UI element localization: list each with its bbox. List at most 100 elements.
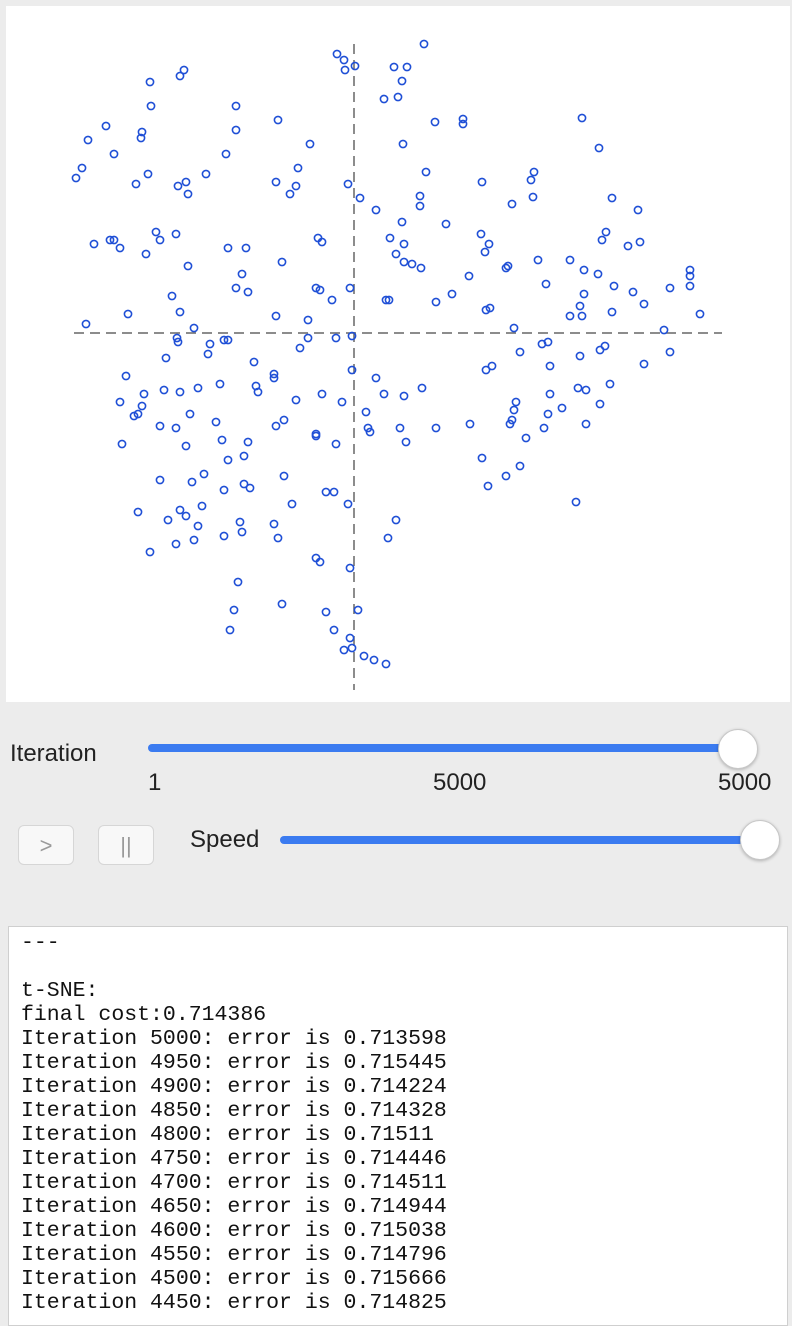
scatter-point [321, 487, 331, 497]
scatter-point [185, 409, 195, 419]
scatter-point [595, 399, 605, 409]
scatter-point [529, 167, 539, 177]
scatter-point [115, 243, 125, 253]
scatter-point [557, 403, 567, 413]
scatter-point [526, 175, 536, 185]
pause-button[interactable]: || [98, 825, 154, 865]
scatter-point [315, 285, 325, 295]
scatter-point [385, 233, 395, 243]
scatter-point [317, 389, 327, 399]
scatter-point [633, 205, 643, 215]
scatter-point [339, 645, 349, 655]
speed-slider-track[interactable] [280, 836, 760, 844]
scatter-point [507, 415, 517, 425]
scatter-point [399, 257, 409, 267]
scatter-point [273, 533, 283, 543]
scatter-point [337, 397, 347, 407]
scatter-point [391, 515, 401, 525]
scatter-point [339, 55, 349, 65]
scatter-point [89, 239, 99, 249]
scatter-point [295, 343, 305, 353]
scatter-point [509, 323, 519, 333]
scatter-point [371, 205, 381, 215]
scatter-point [594, 143, 604, 153]
scatter-point [581, 419, 591, 429]
scatter-point [609, 281, 619, 291]
scatter-point [175, 71, 185, 81]
scatter-point [277, 599, 287, 609]
speed-slider-knob[interactable] [740, 820, 780, 860]
scatter-point [117, 439, 127, 449]
scatter-point [350, 61, 360, 71]
log-output[interactable]: --- t-SNE: final cost:0.714386 Iteration… [8, 926, 788, 1326]
scatter-point [237, 269, 247, 279]
scatter-point [181, 177, 191, 187]
scatter-point [225, 625, 235, 635]
scatter-point [501, 263, 511, 273]
scatter-point [483, 481, 493, 491]
scatter-point [131, 179, 141, 189]
scatter-point [273, 115, 283, 125]
scatter-point [507, 199, 517, 209]
scatter-point [175, 307, 185, 317]
scatter-point [573, 383, 583, 393]
log-text: --- t-SNE: final cost:0.714386 Iteration… [21, 931, 447, 1315]
scatter-point [607, 307, 617, 317]
scatter-point [241, 243, 251, 253]
scatter-point [605, 379, 615, 389]
scatter-point [219, 531, 229, 541]
scatter-point [340, 65, 350, 75]
scatter-point [271, 177, 281, 187]
scatter-point [311, 431, 321, 441]
scatter-plot [71, 39, 722, 690]
scatter-point [347, 365, 357, 375]
scatter-point [109, 235, 119, 245]
scatter-point [565, 255, 575, 265]
scatter-point [401, 437, 411, 447]
scatter-point [193, 383, 203, 393]
speed-label: Speed [190, 826, 260, 853]
scatter-point [223, 243, 233, 253]
scatter-point [175, 387, 185, 397]
scatter-point [171, 539, 181, 549]
scatter-point [81, 319, 91, 329]
scatter-point [665, 347, 675, 357]
scatter-point [83, 135, 93, 145]
iteration-min-label: 1 [148, 769, 162, 796]
scatter-point [137, 127, 147, 137]
scatter-point [528, 192, 538, 202]
scatter-point [171, 229, 181, 239]
scatter-point [379, 389, 389, 399]
scatter-point [480, 247, 490, 257]
scatter-point [145, 77, 155, 87]
scatter-point [359, 651, 369, 661]
scatter-point [243, 437, 253, 447]
scatter-point [501, 471, 511, 481]
scatter-point [355, 193, 365, 203]
scatter-point [685, 271, 695, 281]
scatter-point [509, 405, 519, 415]
scatter-point [597, 235, 607, 245]
play-button[interactable]: > [18, 825, 74, 865]
scatter-point [515, 461, 525, 471]
scatter-point [101, 121, 111, 131]
scatter-point [329, 625, 339, 635]
scatter-point [458, 119, 468, 129]
scatter-point [303, 315, 313, 325]
scatter-point [205, 339, 215, 349]
scatter-point [381, 295, 391, 305]
scatter-point [441, 219, 451, 229]
scatter-point [211, 417, 221, 427]
scatter-point [203, 349, 213, 359]
scatter-point [345, 633, 355, 643]
scatter-point [347, 331, 357, 341]
scatter-point [187, 477, 197, 487]
scatter-point [481, 305, 491, 315]
scatter-point [159, 385, 169, 395]
scatter-point [183, 189, 193, 199]
scatter-point [503, 261, 513, 271]
iteration-slider-knob[interactable] [718, 729, 758, 769]
scatter-point [343, 499, 353, 509]
iteration-slider-track[interactable] [148, 744, 738, 752]
scatter-point [109, 149, 119, 159]
